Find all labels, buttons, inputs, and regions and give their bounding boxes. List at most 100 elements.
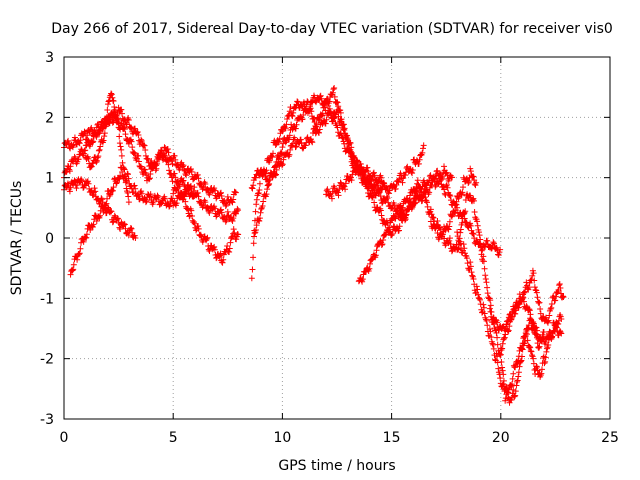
data-point (135, 158, 142, 165)
data-point (392, 185, 399, 192)
data-point (266, 157, 273, 164)
data-point (556, 282, 563, 289)
data-point (291, 136, 298, 143)
data-point (107, 191, 114, 198)
data-point (315, 96, 322, 103)
data-point (399, 207, 406, 214)
data-point (279, 162, 286, 169)
data-point (470, 275, 477, 282)
data-point (476, 232, 483, 239)
x-tick-label: 0 (60, 430, 69, 446)
data-point (334, 109, 341, 116)
data-point (441, 186, 448, 193)
data-point (347, 139, 354, 146)
data-point (116, 224, 123, 231)
data-point (147, 171, 154, 178)
data-point (107, 111, 114, 118)
data-point (131, 125, 138, 132)
data-point (129, 229, 136, 236)
data-point (255, 190, 262, 197)
data-point (77, 137, 84, 144)
data-point (249, 266, 256, 273)
data-point (560, 294, 567, 301)
data-point (475, 229, 482, 236)
data-point (366, 260, 373, 267)
data-point (84, 137, 91, 144)
data-point (84, 178, 91, 185)
data-point (497, 375, 504, 382)
data-point (403, 211, 410, 218)
data-point (324, 98, 331, 105)
data-point (265, 181, 272, 188)
data-point (495, 365, 502, 372)
data-point (280, 156, 287, 163)
data-point (341, 183, 348, 190)
data-point (373, 247, 380, 254)
data-point (328, 195, 335, 202)
data-point (138, 136, 145, 143)
data-point (258, 206, 265, 213)
data-point (392, 215, 399, 222)
series-track-13 (454, 229, 565, 404)
data-point (420, 142, 427, 149)
data-point (404, 197, 411, 204)
data-point (477, 236, 484, 243)
data-point (542, 358, 549, 365)
data-point (102, 123, 109, 130)
data-point (482, 276, 489, 283)
data-point (171, 152, 178, 159)
data-point (536, 299, 543, 306)
data-point (469, 196, 476, 203)
data-point (384, 220, 391, 227)
data-point (300, 112, 307, 118)
data-point (342, 131, 349, 138)
data-point (316, 126, 323, 133)
data-point (378, 212, 385, 219)
data-point (385, 199, 392, 206)
data-point (100, 137, 107, 144)
data-point (130, 150, 137, 157)
data-point (160, 153, 167, 160)
data-point (528, 348, 535, 355)
data-point (467, 263, 474, 270)
data-point (166, 203, 173, 210)
data-point (412, 188, 419, 195)
data-point (470, 197, 477, 204)
data-point (428, 211, 435, 218)
data-point (104, 106, 111, 113)
data-point (302, 142, 309, 149)
data-point (547, 305, 554, 312)
data-point (455, 245, 462, 252)
data-point (297, 136, 304, 143)
data-point (446, 223, 453, 230)
data-point (522, 288, 529, 295)
data-point (429, 214, 436, 221)
data-point (231, 229, 238, 236)
data-point (511, 393, 518, 400)
data-point (211, 246, 218, 253)
data-point (422, 194, 429, 201)
data-point (69, 267, 76, 274)
data-point (426, 189, 433, 196)
data-point (524, 337, 531, 344)
data-point (452, 210, 459, 217)
data-point (122, 179, 129, 186)
data-point (402, 217, 409, 224)
data-point (270, 150, 277, 157)
data-point (65, 137, 72, 144)
data-point (377, 193, 384, 200)
data-point (256, 187, 263, 194)
data-point (119, 159, 126, 166)
data-point (163, 158, 170, 165)
data-point (162, 195, 169, 202)
data-point (251, 230, 258, 237)
data-point (481, 265, 488, 272)
data-point (459, 189, 466, 196)
data-point (469, 230, 476, 237)
data-point (134, 192, 141, 199)
data-point (279, 161, 286, 168)
data-point (156, 155, 163, 162)
data-point (540, 328, 547, 335)
data-point (374, 204, 381, 211)
data-point (66, 166, 73, 173)
